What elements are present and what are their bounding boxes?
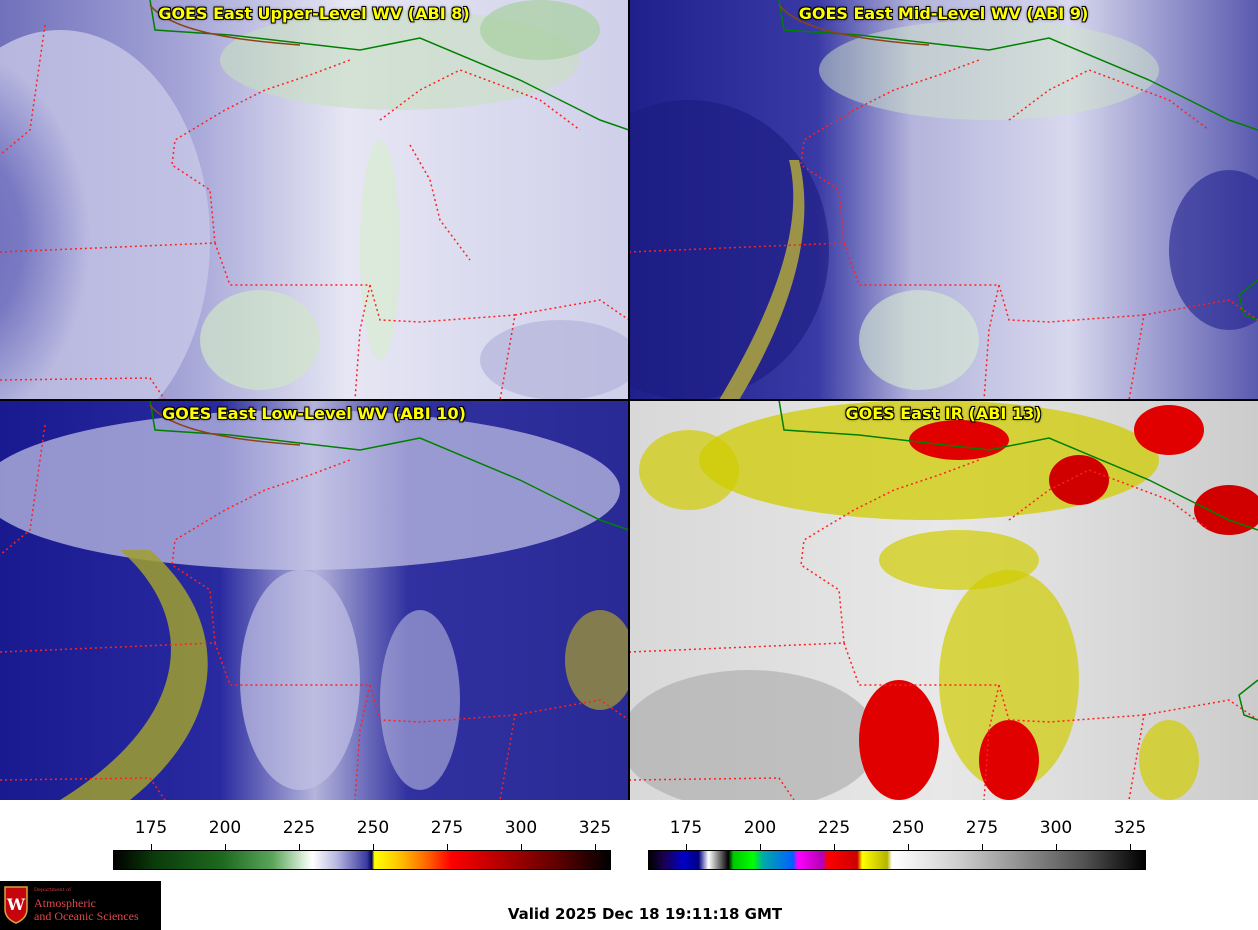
tick-mark — [760, 844, 761, 850]
valid-time: Valid 2025 Dec 18 19:11:18 GMT — [507, 905, 783, 923]
tick-mark — [982, 844, 983, 850]
aos-logo: W Department of Atmospheric and Oceanic … — [0, 881, 161, 930]
ir-colorbar — [648, 850, 1146, 870]
panel-title: GOES East IR (ABI 13) — [845, 404, 1042, 423]
tick-mark — [373, 844, 374, 850]
tick-mark — [686, 844, 687, 850]
upper-level-wv-image — [0, 0, 628, 399]
logo-name-line2: and Oceanic Sciences — [34, 909, 139, 923]
panel-title: GOES East Upper-Level WV (ABI 8) — [158, 4, 470, 23]
uw-crest-icon: W — [4, 886, 28, 924]
panel-divider-horizontal — [0, 400, 1258, 401]
tick-mark — [1056, 844, 1057, 850]
tick-mark — [225, 844, 226, 850]
tick-label: 200 — [743, 818, 777, 838]
tick-label: 225 — [817, 818, 851, 838]
tick-mark — [1130, 844, 1131, 850]
logo-dept-line: Department of — [34, 887, 71, 893]
ir-image — [629, 400, 1258, 800]
svg-text:W: W — [6, 895, 26, 914]
tick-mark — [908, 844, 909, 850]
tick-label: 175 — [134, 818, 168, 838]
tick-label: 300 — [1039, 818, 1073, 838]
panel-title: GOES East Low-Level WV (ABI 10) — [162, 404, 466, 423]
logo-name-line1: Atmospheric — [34, 896, 96, 910]
mid-level-wv-panel: GOES East Mid-Level WV (ABI 9) — [629, 0, 1258, 400]
tick-label: 275 — [430, 818, 464, 838]
tick-mark — [521, 844, 522, 850]
tick-label: 175 — [669, 818, 703, 838]
low-level-wv-image — [0, 400, 628, 800]
panel-title: GOES East Mid-Level WV (ABI 9) — [798, 4, 1089, 23]
tick-label: 300 — [504, 818, 538, 838]
upper-level-wv-panel: GOES East Upper-Level WV (ABI 8) — [0, 0, 629, 400]
tick-label: 275 — [965, 818, 999, 838]
tick-label: 250 — [356, 818, 390, 838]
tick-label: 250 — [891, 818, 925, 838]
tick-mark — [595, 844, 596, 850]
mid-level-wv-image — [629, 0, 1258, 399]
ir-panel: GOES East IR (ABI 13) — [629, 400, 1258, 800]
tick-label: 200 — [208, 818, 242, 838]
low-level-wv-panel: GOES East Low-Level WV (ABI 10) — [0, 400, 629, 800]
wv-colorbar — [113, 850, 611, 870]
tick-label: 225 — [282, 818, 316, 838]
tick-mark — [299, 844, 300, 850]
tick-label: 325 — [1113, 818, 1147, 838]
tick-mark — [834, 844, 835, 850]
tick-mark — [447, 844, 448, 850]
tick-label: 325 — [578, 818, 612, 838]
tick-mark — [151, 844, 152, 850]
